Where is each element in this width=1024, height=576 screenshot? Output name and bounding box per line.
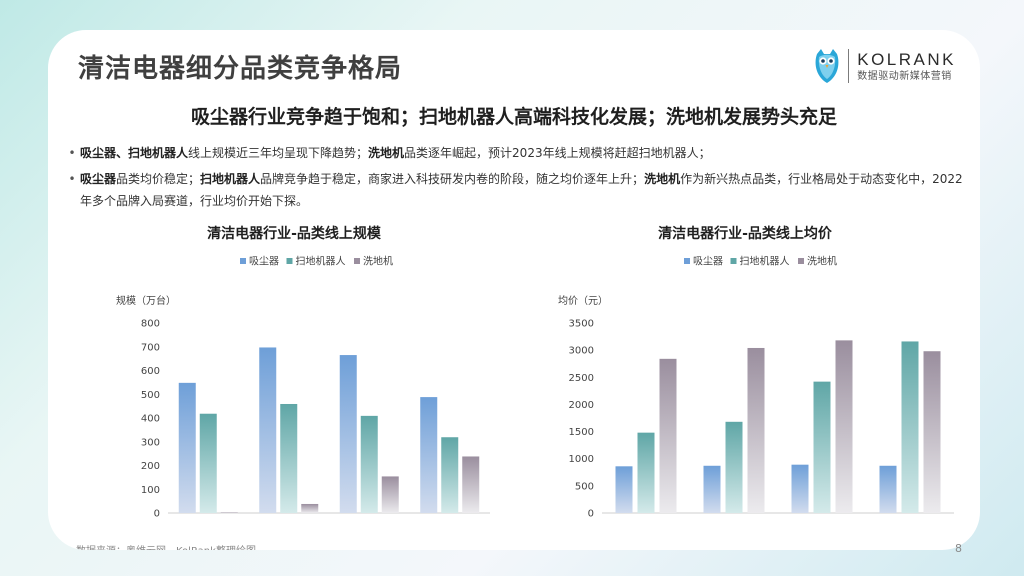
bullet-phrase: 线上规模近三年均呈现下降趋势； <box>188 146 369 160</box>
bar <box>280 403 298 513</box>
y-tick-label: 2500 <box>569 373 594 384</box>
bullet-item: • 吸尘器品类均价稳定；扫地机器人品牌竞争趋于稳定，商家进入科技研发内卷的阶段，随… <box>64 168 964 212</box>
bar <box>747 347 765 513</box>
bar <box>220 512 238 514</box>
y-axis-label: 均价（元） <box>558 295 608 307</box>
bar <box>259 347 277 513</box>
logo-text: KOLRANK 数据驱动新媒体营销 <box>857 51 956 82</box>
legend-label: 吸尘器 <box>693 256 723 268</box>
chart-title: 清洁电器行业-品类线上规模 <box>207 225 382 242</box>
bar <box>178 382 196 513</box>
bullet-keyword: 扫地机器人 <box>200 172 261 186</box>
chart-title: 清洁电器行业-品类线上均价 <box>658 225 833 242</box>
bar <box>703 465 721 513</box>
bullet-keyword: 吸尘器 <box>80 172 117 186</box>
bar <box>301 503 319 513</box>
bar <box>441 437 459 513</box>
bar <box>923 351 941 513</box>
legend-swatch <box>730 258 737 264</box>
y-tick-label: 800 <box>141 319 160 330</box>
y-tick-label: 100 <box>141 485 160 496</box>
bullet-keyword: 洗地机 <box>644 172 681 186</box>
legend-swatch <box>240 258 246 264</box>
y-tick-label: 1000 <box>569 454 594 465</box>
y-tick-label: 3000 <box>569 346 594 357</box>
bar <box>791 464 809 513</box>
bullet-item: • 吸尘器、扫地机器人线上规模近三年均呈现下降趋势；洗地机品类逐年崛起，预计202… <box>64 142 964 164</box>
y-tick-label: 700 <box>141 342 160 353</box>
bar <box>339 355 357 513</box>
bar <box>360 415 378 513</box>
legend-label: 洗地机 <box>807 255 837 268</box>
bar <box>725 421 743 513</box>
bar <box>901 341 919 513</box>
legend-swatch <box>798 258 804 264</box>
bullet-text: 吸尘器品类均价稳定；扫地机器人品牌竞争趋于稳定，商家进入科技研发内卷的阶段，随之… <box>80 168 964 212</box>
bullet-phrase: 品类逐年崛起，预计2023年线上规模将赶超扫地机器人； <box>404 146 711 160</box>
page-number: 8 <box>955 542 962 555</box>
bullet-phrase: 品牌竞争趋于稳定，商家进入科技研发内卷的阶段，随之均价逐年上升； <box>260 172 645 186</box>
bullet-list: • 吸尘器、扫地机器人线上规模近三年均呈现下降趋势；洗地机品类逐年崛起，预计202… <box>64 142 964 216</box>
y-tick-label: 500 <box>141 390 160 401</box>
y-tick-label: 2000 <box>569 400 594 411</box>
bar <box>835 340 853 513</box>
y-axis-label: 规模（万台） <box>116 294 176 307</box>
page-title: 清洁电器细分品类竞争格局 <box>78 54 403 84</box>
y-tick-label: 400 <box>141 414 160 425</box>
data-source-note: 数据来源：奥维云网，KolRank整理绘图。 <box>76 542 266 550</box>
slide-subtitle: 吸尘器行业竞争趋于饱和；扫地机器人高端科技化发展；洗地机发展势头充足 <box>190 106 837 128</box>
bar <box>659 358 677 513</box>
bullet-phrase: 品类均价稳定； <box>116 172 201 186</box>
bar <box>813 381 831 513</box>
bullet-dot-icon: • <box>68 172 76 186</box>
logo-divider <box>848 49 850 83</box>
legend-label: 吸尘器 <box>249 256 279 268</box>
bullet-text: 吸尘器、扫地机器人线上规模近三年均呈现下降趋势；洗地机品类逐年崛起，预计2023… <box>80 142 711 164</box>
logo-name: KOLRANK <box>857 49 956 69</box>
bullet-phrase: 作为新兴热点品类，行业格局处于动态变化中，2022年多个品牌入局赛道，行业均价开… <box>80 172 963 208</box>
legend-swatch <box>684 258 690 264</box>
y-tick-label: 500 <box>575 481 594 492</box>
bullet-keyword: 吸尘器、扫地机器人 <box>80 146 189 160</box>
slide-card: 清洁电器细分品类竞争格局 KOLRANK 数据驱动新媒体营销 吸尘器行业竞争趋于… <box>48 30 980 550</box>
kolrank-logo: KOLRANK 数据驱动新媒体营销 <box>814 48 956 84</box>
bar <box>381 476 399 513</box>
y-tick-label: 300 <box>141 437 160 448</box>
y-tick-label: 200 <box>141 461 160 472</box>
bar <box>199 413 217 513</box>
bar <box>462 456 480 513</box>
logo-tagline: 数据驱动新媒体营销 <box>857 70 952 82</box>
y-tick-label: 3500 <box>569 319 594 330</box>
y-tick-label: 0 <box>154 509 160 520</box>
legend-label: 扫地机器人 <box>296 255 346 268</box>
y-tick-label: 1500 <box>569 427 594 438</box>
bullet-dot-icon: • <box>68 146 76 160</box>
owl-logo-icon <box>814 48 840 84</box>
bar <box>879 465 897 513</box>
bar <box>615 466 633 513</box>
y-tick-label: 0 <box>588 509 594 520</box>
y-tick-label: 600 <box>141 366 160 377</box>
bar <box>420 397 438 513</box>
bar <box>637 432 655 513</box>
legend-swatch <box>286 258 293 264</box>
legend-label: 洗地机 <box>363 255 393 268</box>
bullet-keyword: 洗地机 <box>368 146 405 160</box>
legend-swatch <box>354 258 360 264</box>
legend-label: 扫地机器人 <box>740 255 790 268</box>
